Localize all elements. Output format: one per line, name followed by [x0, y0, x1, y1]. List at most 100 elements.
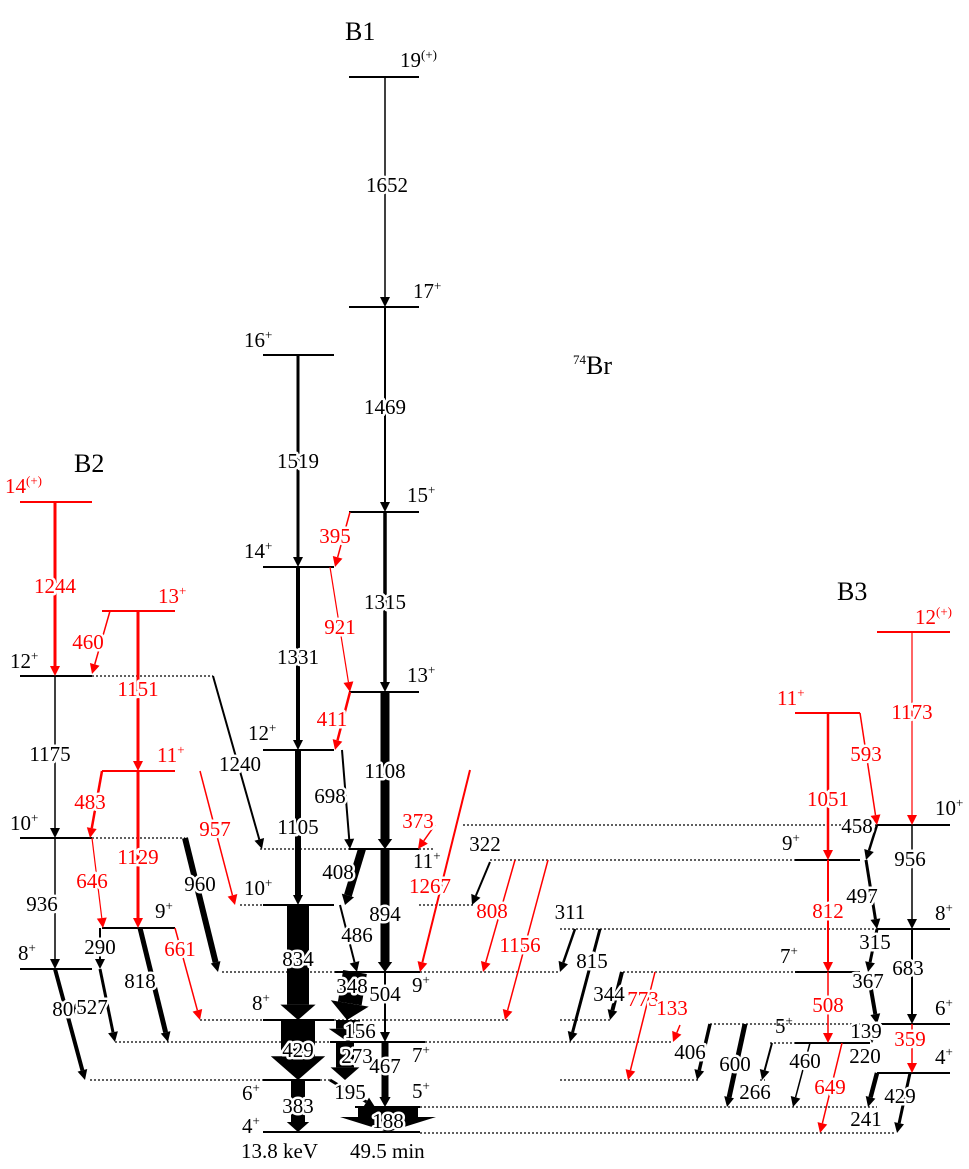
transition-408	[341, 847, 366, 905]
transition-line	[763, 1042, 773, 1071]
transition-energy-label: 467	[369, 1054, 401, 1078]
transition-1175	[50, 676, 60, 838]
arrowhead-icon	[89, 663, 100, 674]
transition-line	[562, 928, 577, 963]
parity-value: +	[797, 685, 804, 700]
level-spin-label: 8+	[935, 900, 953, 925]
transition-1105	[293, 750, 303, 905]
spin-value: 6	[242, 1081, 253, 1105]
parity-value: +	[423, 1078, 430, 1093]
transition-labels: 1652146913151108894504467188151913311105…	[24, 171, 935, 1136]
labels: B1 B2 B3 74Br 13.8 keV 49.5 min	[74, 17, 867, 1163]
transition-line	[94, 610, 111, 665]
arrowhead-icon	[823, 962, 833, 972]
transition-energy-label: 322	[469, 832, 501, 856]
transition-line	[868, 928, 879, 963]
transition-line	[485, 859, 516, 963]
arrowhead-icon	[377, 839, 393, 849]
transition-956	[907, 825, 917, 929]
level-12-22: 12(+)	[877, 604, 952, 633]
transition-698	[341, 749, 355, 849]
band-label-b3: B3	[837, 577, 867, 606]
parity-value: +	[269, 720, 276, 735]
parity-value: +	[946, 1044, 953, 1059]
level-spin-label: 9+	[782, 830, 800, 855]
level-spin-label: 6+	[242, 1080, 260, 1105]
transition-energy-label: 815	[576, 949, 608, 973]
parity-value: +	[177, 742, 184, 757]
level-spin-label: 12(+)	[915, 604, 952, 629]
level-15-2: 15+	[349, 482, 435, 513]
transition-line	[421, 769, 471, 963]
transition-527	[98, 968, 118, 1042]
transition-energy-label: 1108	[364, 759, 405, 783]
transition-1051	[823, 713, 833, 860]
level-4-14: 4+	[242, 1113, 420, 1138]
spin-value: 10	[935, 796, 956, 820]
transition-815	[567, 928, 602, 1042]
arrowhead-icon	[86, 827, 97, 838]
transition-energy-label: 373	[402, 809, 434, 833]
arrowhead-icon	[280, 1004, 316, 1020]
parity-value: +	[31, 648, 38, 663]
transition-359	[907, 1024, 917, 1073]
transition-energy-label: 957	[199, 817, 231, 841]
transition-1244	[50, 502, 60, 676]
level-10-24: 10+	[877, 795, 963, 826]
transition-energy-label: 1156	[499, 933, 540, 957]
transition-energy-label: 1315	[364, 590, 406, 614]
transition-energy-label: 266	[739, 1080, 771, 1104]
arrowhead-icon	[907, 1063, 917, 1073]
transition-line	[506, 859, 549, 1011]
arrowhead-icon	[865, 1096, 876, 1107]
spin-value: 8	[935, 901, 946, 925]
level-spin-label: 7+	[780, 943, 798, 968]
transition-367	[866, 971, 881, 1024]
transition-energy-label: 683	[892, 956, 924, 980]
arrowhead-icon	[340, 1117, 436, 1132]
transition-429	[270, 1020, 326, 1080]
level-11-23: 11+	[777, 685, 860, 714]
arrowhead-icon	[332, 556, 343, 567]
arrowhead-icon	[328, 1028, 368, 1042]
spin-value: 12	[915, 605, 936, 629]
arrowhead-icon	[254, 838, 265, 849]
nucleus-label: 74Br	[573, 351, 612, 380]
transition-960	[182, 837, 221, 972]
arrowhead-icon	[870, 918, 881, 929]
transition-energy-label: 818	[124, 969, 156, 993]
transition-energy-label: 527	[76, 995, 108, 1019]
parity-value: +	[179, 583, 186, 598]
transition-line	[212, 675, 261, 840]
parity-value: +	[434, 278, 441, 293]
transition-energy-label: 395	[319, 524, 351, 548]
level-spin-label: 15+	[407, 482, 435, 507]
transition-311	[558, 928, 577, 972]
transition-383	[286, 1080, 310, 1132]
spin-value: 8	[18, 941, 29, 965]
transition-line	[868, 1072, 880, 1098]
parity-value: +	[956, 795, 963, 810]
transition-energy-label: 133	[656, 996, 688, 1020]
transition-line	[864, 859, 877, 920]
transition-energy-label: 921	[324, 615, 356, 639]
transition-1129	[133, 771, 143, 928]
spin-value: 6	[935, 996, 946, 1020]
transition-line	[336, 691, 352, 741]
level-spin-label: 11+	[413, 848, 441, 873]
transition-energy-label: 1652	[366, 173, 408, 197]
transition-line	[474, 861, 491, 897]
level-16-8: 16+	[244, 327, 334, 356]
transition-energy-label: 894	[369, 902, 401, 926]
transition-energy-label: 460	[789, 1049, 821, 1073]
parity-value: +	[433, 848, 440, 863]
level-spin-label: 9+	[155, 898, 173, 923]
arrowhead-icon	[380, 1032, 390, 1042]
arrowhead-icon	[349, 961, 360, 972]
arrowhead-icon	[724, 1096, 735, 1107]
transition-1108	[377, 692, 393, 849]
transition-800	[53, 968, 88, 1080]
band-label-b1: B1	[345, 17, 375, 46]
transition-line	[726, 1023, 748, 1098]
level-7-27: 7+	[780, 943, 860, 973]
